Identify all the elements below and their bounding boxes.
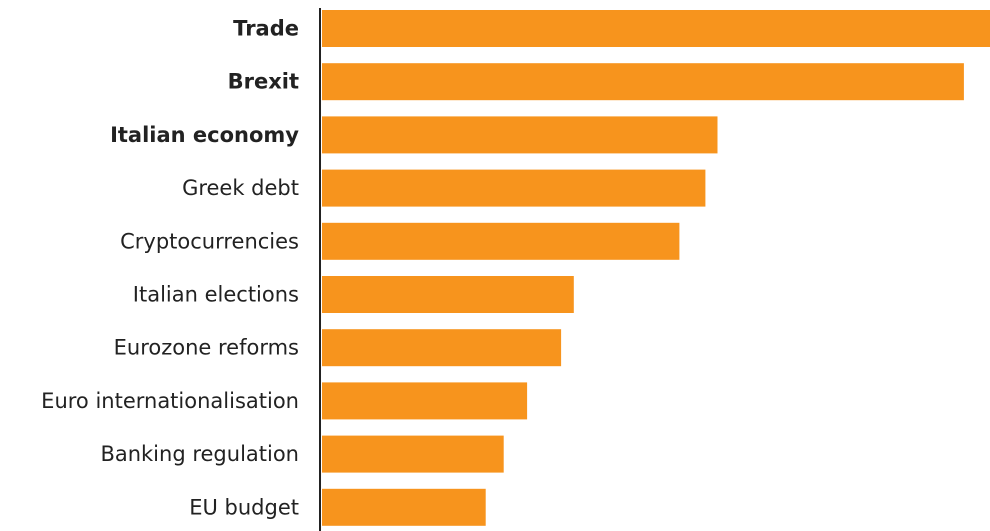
bar-brexit xyxy=(322,63,964,101)
category-label: EU budget xyxy=(189,495,299,519)
bar-euro-internationalisation xyxy=(322,382,528,420)
category-label: Cryptocurrencies xyxy=(120,229,299,253)
bar-greek-debt xyxy=(322,169,706,207)
category-label: Euro internationalisation xyxy=(41,389,299,413)
bar-cryptocurrencies xyxy=(322,222,680,260)
category-label: Italian elections xyxy=(133,283,299,307)
bar-eurozone-reforms xyxy=(322,329,562,367)
category-label: Brexit xyxy=(228,70,299,94)
bar-trade xyxy=(322,10,990,47)
category-label: Greek debt xyxy=(182,176,299,200)
bar-eu-budget xyxy=(322,488,486,526)
category-label: Banking regulation xyxy=(100,442,299,466)
bar-italian-elections xyxy=(322,276,574,313)
category-label: Trade xyxy=(233,17,299,41)
category-labels: Trade Brexit Italian economy Greek debt Cryp… xyxy=(41,17,299,520)
category-label: Italian economy xyxy=(110,123,299,147)
bar-italian-economy xyxy=(322,116,718,154)
bar-banking-regulation xyxy=(322,435,504,473)
bars xyxy=(322,10,990,526)
category-label: Eurozone reforms xyxy=(114,336,299,360)
